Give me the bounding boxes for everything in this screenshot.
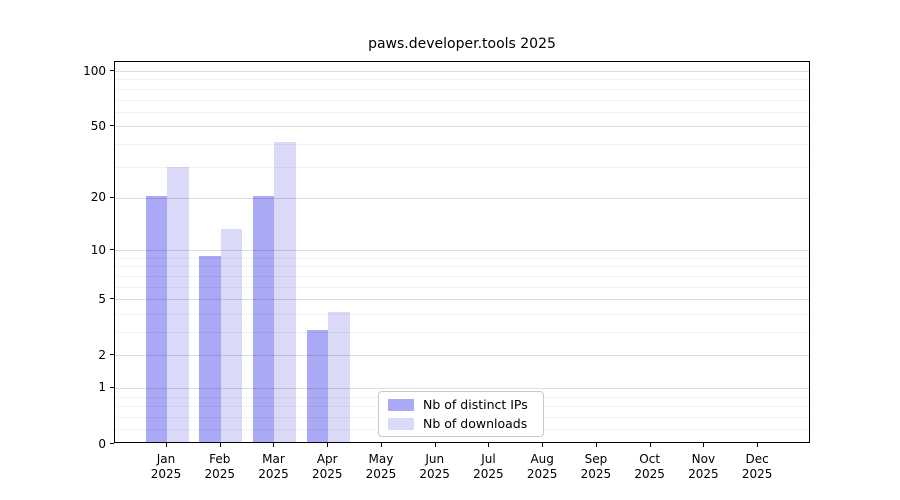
gridline-60 [115,111,809,113]
bar-nb-of-distinct-ips-jan [145,196,167,442]
bar-nb-of-distinct-ips-feb [199,255,221,442]
y-tick-mark-0 [110,443,114,444]
x-tick-label-apr: Apr 2025 [311,452,343,481]
x-tick-mark-jun [434,443,436,447]
legend-item-downloads: Nb of downloads [388,416,534,431]
chart-title: paws.developer.tools 2025 [368,36,556,52]
y-tick-label-10: 10 [90,242,106,257]
x-tick-label-mar: Mar 2025 [258,452,289,481]
bar-nb-of-distinct-ips-apr [306,329,329,442]
x-tick-label-nov: Nov 2025 [688,452,719,481]
plot-area [114,61,810,443]
legend-label-downloads: Nb of downloads [423,416,528,431]
bar-nb-of-downloads-jan [167,167,189,442]
gridline-100 [115,71,809,73]
gridline-80 [115,88,809,90]
gridline-70 [115,99,809,101]
x-tick-mark-aug [542,443,544,447]
x-tick-mark-jan [166,443,167,447]
y-tick-label-50: 50 [90,118,106,133]
y-tick-label-2: 2 [98,347,106,362]
x-tick-mark-mar [273,443,275,447]
bar-nb-of-downloads-apr [328,311,350,442]
legend-label-distinct-ips: Nb of distinct IPs [423,397,528,412]
legend-swatch-distinct-ips [388,398,414,411]
x-tick-label-aug: Aug 2025 [526,452,558,481]
gridline-40 [115,143,809,145]
gridline-10 [115,250,809,252]
bar-nb-of-downloads-feb [220,228,243,442]
y-tick-mark-50 [110,125,114,127]
y-tick-mark-2 [110,354,114,356]
gridline-50 [115,126,809,128]
y-tick-label-20: 20 [90,190,106,205]
y-tick-mark-20 [110,196,114,198]
x-tick-mark-apr [327,443,329,447]
x-tick-mark-jul [488,443,490,447]
y-tick-label-5: 5 [98,291,106,306]
y-tick-mark-100 [110,70,114,72]
x-tick-mark-nov [703,443,705,447]
y-tick-mark-10 [110,249,114,251]
x-tick-label-may: May 2025 [365,452,397,481]
x-tick-mark-dec [757,443,759,447]
x-tick-label-sep: Sep 2025 [580,452,612,481]
x-tick-mark-may [380,443,382,447]
y-tick-mark-5 [110,298,114,300]
y-tick-mark-1 [110,386,114,388]
x-tick-label-jul: Jul 2025 [473,452,504,481]
x-tick-mark-feb [219,443,221,447]
legend: Nb of distinct IPs Nb of downloads [378,391,544,437]
legend-item-distinct-ips: Nb of distinct IPs [388,397,534,412]
x-tick-mark-oct [649,443,651,447]
y-tick-label-0: 0 [98,436,106,451]
y-tick-label-1: 1 [98,380,106,395]
gridline-90 [115,79,809,81]
bar-nb-of-distinct-ips-mar [252,196,275,442]
x-tick-label-jun: Jun 2025 [419,452,450,481]
x-tick-label-oct: Oct 2025 [634,452,665,481]
x-tick-label-jan: Jan 2025 [150,452,182,481]
bar-nb-of-downloads-mar [274,141,296,442]
legend-swatch-downloads [388,417,414,430]
x-tick-label-dec: Dec 2025 [741,452,773,481]
y-tick-label-100: 100 [83,63,106,78]
gridline-20 [115,197,809,199]
gridline-30 [115,166,809,168]
x-tick-mark-sep [595,443,597,447]
x-tick-label-feb: Feb 2025 [204,452,235,481]
